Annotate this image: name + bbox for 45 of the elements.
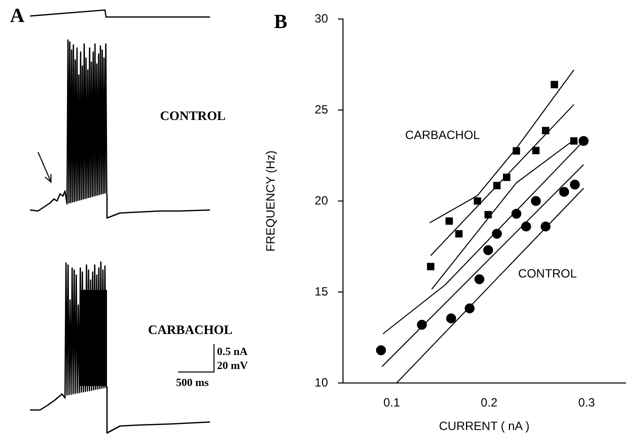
point — [532, 146, 540, 154]
y-tick-label: 25 — [314, 102, 328, 116]
y-axis-title: FREQUENCY (Hz) — [264, 150, 278, 252]
x-axis-title: CURRENT ( nA ) — [439, 419, 530, 434]
point — [570, 180, 580, 190]
point — [493, 182, 501, 190]
point — [376, 345, 386, 356]
text: 20 mV — [217, 360, 248, 372]
point — [512, 147, 520, 155]
point — [502, 174, 510, 182]
x-tick-label: 0.3 — [578, 396, 596, 410]
point — [446, 313, 456, 324]
chart-title: B — [274, 11, 288, 33]
text: CARBACHOL — [405, 128, 480, 142]
point — [474, 197, 482, 205]
text: CONTROL — [160, 108, 226, 123]
point — [550, 80, 558, 88]
point — [474, 274, 484, 284]
text: CONTROL — [518, 266, 578, 280]
point — [542, 126, 550, 134]
point — [530, 196, 541, 206]
point — [492, 228, 502, 239]
x-tick-label: 0.2 — [480, 396, 498, 410]
point — [455, 230, 463, 238]
point — [511, 208, 522, 219]
y-tick-label: 20 — [314, 193, 328, 208]
point — [464, 303, 475, 314]
text: A — [10, 5, 25, 27]
point — [484, 210, 492, 218]
point — [483, 245, 494, 256]
point — [570, 137, 578, 145]
x-tick-label: 0.1 — [383, 396, 400, 410]
point — [446, 217, 453, 225]
point — [416, 320, 427, 330]
y-tick-label: 30 — [314, 11, 328, 26]
text: CARBACHOL — [148, 322, 233, 337]
point — [578, 136, 589, 146]
y-tick-label: 10 — [314, 375, 328, 390]
text: 500 ms — [176, 377, 210, 389]
y-tick-label: 15 — [314, 284, 328, 298]
text: 0.5 nA — [217, 346, 248, 358]
point — [540, 221, 551, 232]
point — [521, 221, 532, 232]
point — [559, 186, 570, 197]
point — [426, 262, 434, 270]
